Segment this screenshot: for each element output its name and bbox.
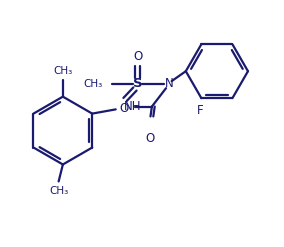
Text: CH₃: CH₃ xyxy=(49,186,68,196)
Text: CH₃: CH₃ xyxy=(53,66,72,76)
Text: F: F xyxy=(197,104,203,117)
Text: N: N xyxy=(164,77,173,90)
Text: S: S xyxy=(133,77,143,90)
Text: O: O xyxy=(133,50,142,63)
Text: NH: NH xyxy=(124,100,141,113)
Text: CH₃: CH₃ xyxy=(83,79,103,89)
Text: O: O xyxy=(119,102,128,115)
Text: O: O xyxy=(146,132,155,145)
